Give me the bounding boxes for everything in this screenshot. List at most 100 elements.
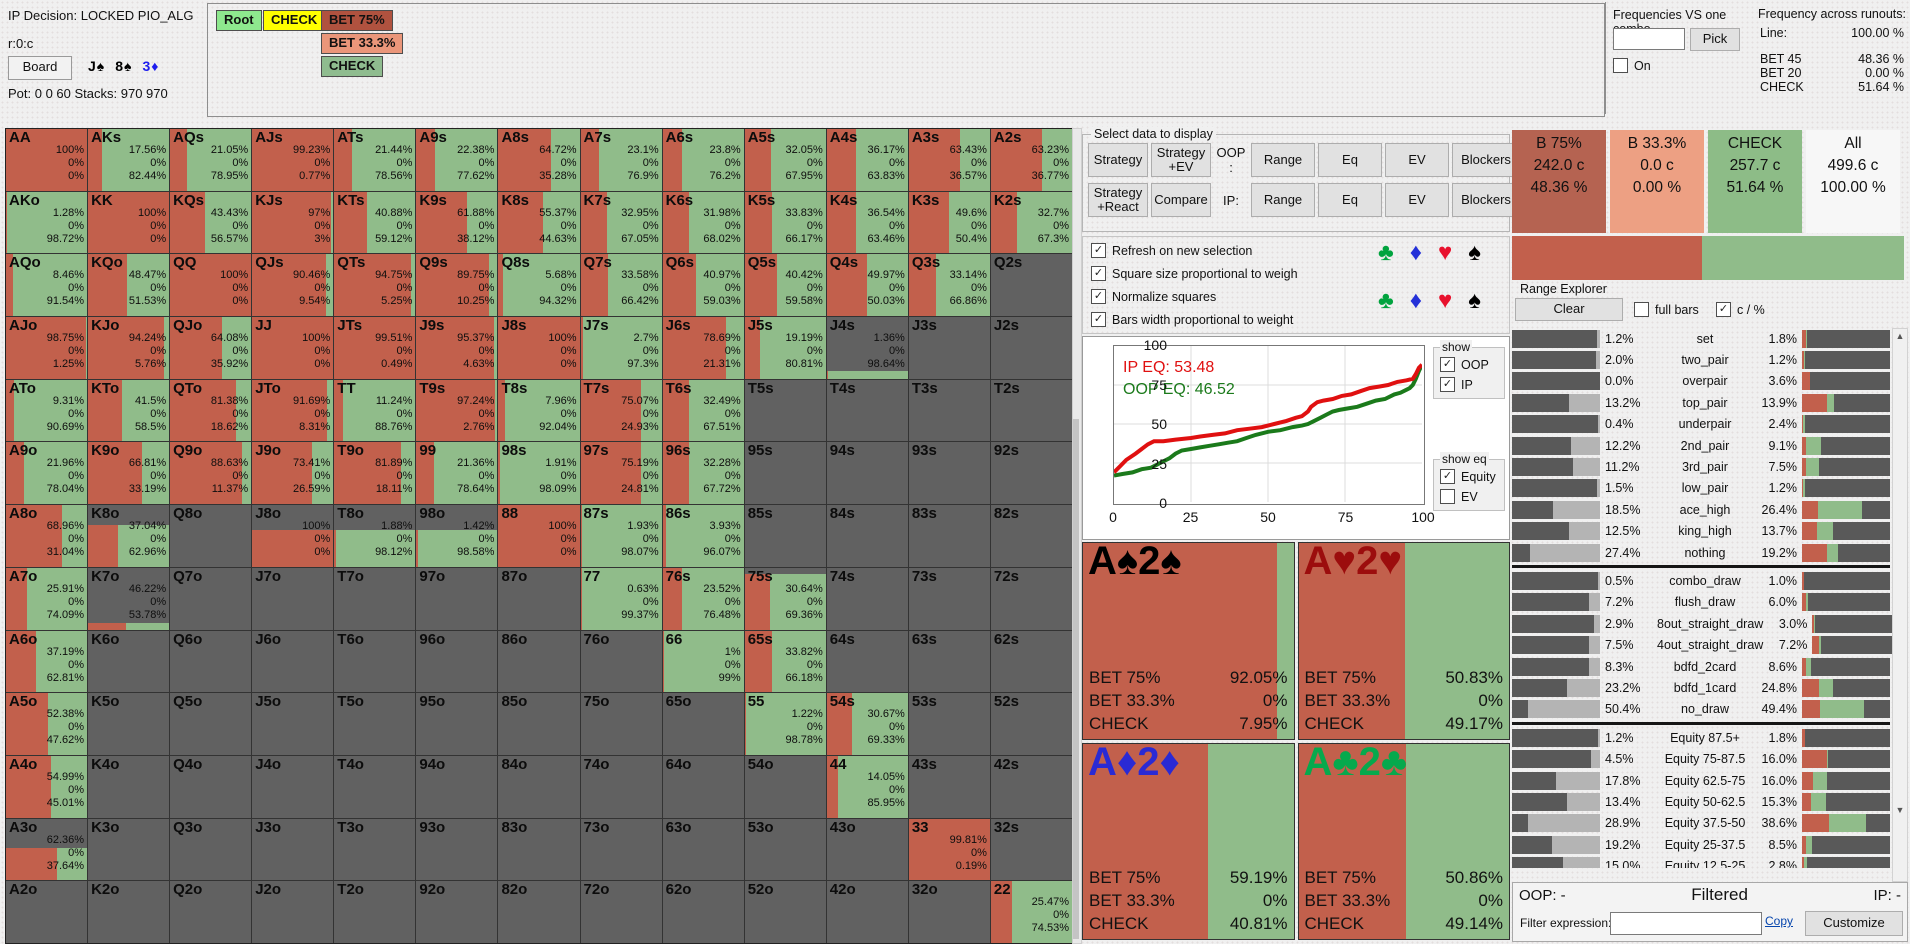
hand-cell-84s[interactable]: 84s [826,505,908,567]
hand-cell-KQo[interactable]: KQo 48.47% 0% 51.53% [88,254,170,317]
range-row-8out-straight-draw[interactable]: 2.9% 8out_straight_draw 3.0% [1512,613,1901,634]
range-row-equity-75-87.5[interactable]: 4.5% Equity 75-87.5 16.0% [1512,748,1890,769]
hand-cell-J6s[interactable]: J6s 78.69% 0% 21.31% [662,317,744,379]
on-checkbox[interactable] [1613,58,1628,73]
hand-cell-53s[interactable]: 53s [908,693,990,755]
hand-cell-88[interactable]: 88 100% 0% 0% [498,505,580,567]
range-row-2nd-pair[interactable]: 12.2% 2nd_pair 9.1% [1512,435,1890,456]
hand-cell-Q2o[interactable]: Q2o [170,881,252,943]
hand-cell-K2s[interactable]: K2s 32.7% 0% 67.3% [990,191,1072,254]
hand-cell-83s[interactable]: 83s [908,505,990,567]
hand-cell-76s[interactable]: 76s 23.52% 0% 76.48% [662,567,744,630]
hand-cell-Q2s[interactable]: Q2s [990,254,1072,317]
hand-cell-Q8o[interactable]: Q8o [170,505,252,567]
hand-cell-K4o[interactable]: K4o [88,755,170,818]
range-row-set[interactable]: 1.2% set 1.8% [1512,328,1890,349]
hand-cell-KQs[interactable]: KQs 43.43% 0% 56.57% [170,191,252,254]
hand-cell-T5s[interactable]: T5s [744,379,826,442]
range-row-overpair[interactable]: 0.0% overpair 3.6% [1512,371,1890,392]
grid-scrollbar-thumb[interactable] [1073,419,1079,939]
hand-cell-Q6o[interactable]: Q6o [170,630,252,693]
hand-cell-KTs[interactable]: KTs 40.88% 0% 59.12% [334,191,416,254]
hand-cell-97s[interactable]: 97s 75.19% 0% 24.81% [580,442,662,505]
combo-card-A2[interactable]: A♣2♣ BET 75% 50.86% BET 33.3% 0% CHECK 49.14% [1297,742,1510,940]
display-button-eq[interactable]: Eq [1318,143,1382,177]
hand-cell-85o[interactable]: 85o [498,693,580,755]
range-row-equity-37.5-50[interactable]: 28.9% Equity 37.5-50 38.6% [1512,813,1890,834]
scroll-up-icon[interactable]: ▲ [1895,331,1905,341]
hand-cell-65o[interactable]: 65o [662,693,744,755]
board-button[interactable]: Board [8,56,72,80]
c-pct-checkbox[interactable]: ✓ [1716,302,1731,317]
hand-cell-J5o[interactable]: J5o [252,693,334,755]
hand-cell-J6o[interactable]: J6o [252,630,334,693]
hand-cell-85s[interactable]: 85s [744,505,826,567]
hand-cell-44[interactable]: 44 14.05% 0% 85.95% [826,755,908,818]
hand-cell-54o[interactable]: 54o [744,755,826,818]
hand-cell-TT[interactable]: TT 11.24% 0% 88.76% [334,379,416,442]
hand-cell-K9s[interactable]: K9s 61.88% 0% 38.12% [416,191,498,254]
hand-cell-73s[interactable]: 73s [908,567,990,630]
hand-cell-A8s[interactable]: A8s 64.72% 0% 35.28% [498,129,580,191]
range-row-equity-87.5+[interactable]: 1.2% Equity 87.5+ 1.8% [1512,727,1890,748]
show-option-row[interactable]: ✓ IP [1440,377,1504,392]
range-explorer-scrollbar[interactable]: ▲ ▼ [1892,328,1908,882]
hand-cell-J2o[interactable]: J2o [252,881,334,943]
hand-cell-T6o[interactable]: T6o [334,630,416,693]
on-checkbox-row[interactable]: On [1613,58,1651,73]
hand-cell-55[interactable]: 55 1.22% 0% 98.78% [744,693,826,755]
option-row[interactable]: ✓ Normalize squares [1091,289,1216,304]
range-row-equity-50-62.5[interactable]: 13.4% Equity 50-62.5 15.3% [1512,791,1890,812]
hand-cell-K2o[interactable]: K2o [88,881,170,943]
hand-cell-87s[interactable]: 87s 1.93% 0% 98.07% [580,505,662,567]
hand-cell-96s[interactable]: 96s 32.28% 0% 67.72% [662,442,744,505]
hand-cell-AKo[interactable]: AKo 1.28% 0% 98.72% [6,191,88,254]
hand-cell-KJs[interactable]: KJs 97% 0% 3% [252,191,334,254]
display-button-strategy-ev[interactable]: Strategy +EV [1151,143,1211,177]
hand-cell-T2o[interactable]: T2o [334,881,416,943]
option-row[interactable]: ✓ Square size proportional to weigh [1091,266,1298,281]
hand-cell-83o[interactable]: 83o [498,818,580,881]
hand-cell-A5o[interactable]: A5o 52.38% 0% 47.62% [6,693,88,755]
show-checkbox-ev[interactable] [1440,489,1455,504]
show-option-row[interactable]: EV [1440,489,1504,504]
hand-cell-63s[interactable]: 63s [908,630,990,693]
display-button-blockers[interactable]: Blockers [1452,143,1520,177]
show-checkbox-ip[interactable]: ✓ [1440,377,1455,392]
hand-cell-94o[interactable]: 94o [416,755,498,818]
clear-button[interactable]: Clear [1515,298,1623,321]
hand-cell-T9s[interactable]: T9s 97.24% 0% 2.76% [416,379,498,442]
range-row-ace-high[interactable]: 18.5% ace_high 26.4% [1512,499,1890,520]
range-row-bdfd-2card[interactable]: 8.3% bdfd_2card 8.6% [1512,656,1890,677]
range-row-equity-12.5-25[interactable]: 15.0% Equity 12.5-25 2.8% [1512,855,1890,869]
hand-cell-KK[interactable]: KK 100% 0% 0% [88,191,170,254]
hand-cell-A3s[interactable]: A3s 63.43% 0% 36.57% [908,129,990,191]
hand-cell-43o[interactable]: 43o [826,818,908,881]
hand-cell-73o[interactable]: 73o [580,818,662,881]
hand-cell-74o[interactable]: 74o [580,755,662,818]
hand-cell-A9o[interactable]: A9o 21.96% 0% 78.04% [6,442,88,505]
hand-cell-Q7o[interactable]: Q7o [170,567,252,630]
hand-cell-QTo[interactable]: QTo 81.38% 0% 18.62% [170,379,252,442]
full-bars-checkbox[interactable] [1634,302,1649,317]
hand-cell-AJo[interactable]: AJo 98.75% 0% 1.25% [6,317,88,379]
range-row-underpair[interactable]: 0.4% underpair 2.4% [1512,414,1890,435]
hand-cell-JTs[interactable]: JTs 99.51% 0% 0.49% [334,317,416,379]
option-row[interactable]: ✓ Bars width proportional to weight [1091,312,1293,327]
hand-cell-A5s[interactable]: A5s 32.05% 0% 67.95% [744,129,826,191]
hand-cell-72o[interactable]: 72o [580,881,662,943]
hand-cell-74s[interactable]: 74s [826,567,908,630]
hand-cell-63o[interactable]: 63o [662,818,744,881]
hand-cell-K8s[interactable]: K8s 55.37% 0% 44.63% [498,191,580,254]
hand-cell-KJo[interactable]: KJo 94.24% 0% 5.76% [88,317,170,379]
hand-cell-QTs[interactable]: QTs 94.75% 0% 5.25% [334,254,416,317]
hand-cell-QJs[interactable]: QJs 90.46% 0% 9.54% [252,254,334,317]
tree-node-bet-33-3--3[interactable]: BET 33.3% [321,33,404,54]
suit-club-icon[interactable]: ♣ [1378,287,1410,314]
option-checkbox[interactable]: ✓ [1091,243,1106,258]
hand-cell-97o[interactable]: 97o [416,567,498,630]
hand-cell-AA[interactable]: AA 100% 0% 0% [6,129,88,191]
hand-cell-J4o[interactable]: J4o [252,755,334,818]
hand-cell-J3o[interactable]: J3o [252,818,334,881]
display-button-range[interactable]: Range [1251,143,1315,177]
